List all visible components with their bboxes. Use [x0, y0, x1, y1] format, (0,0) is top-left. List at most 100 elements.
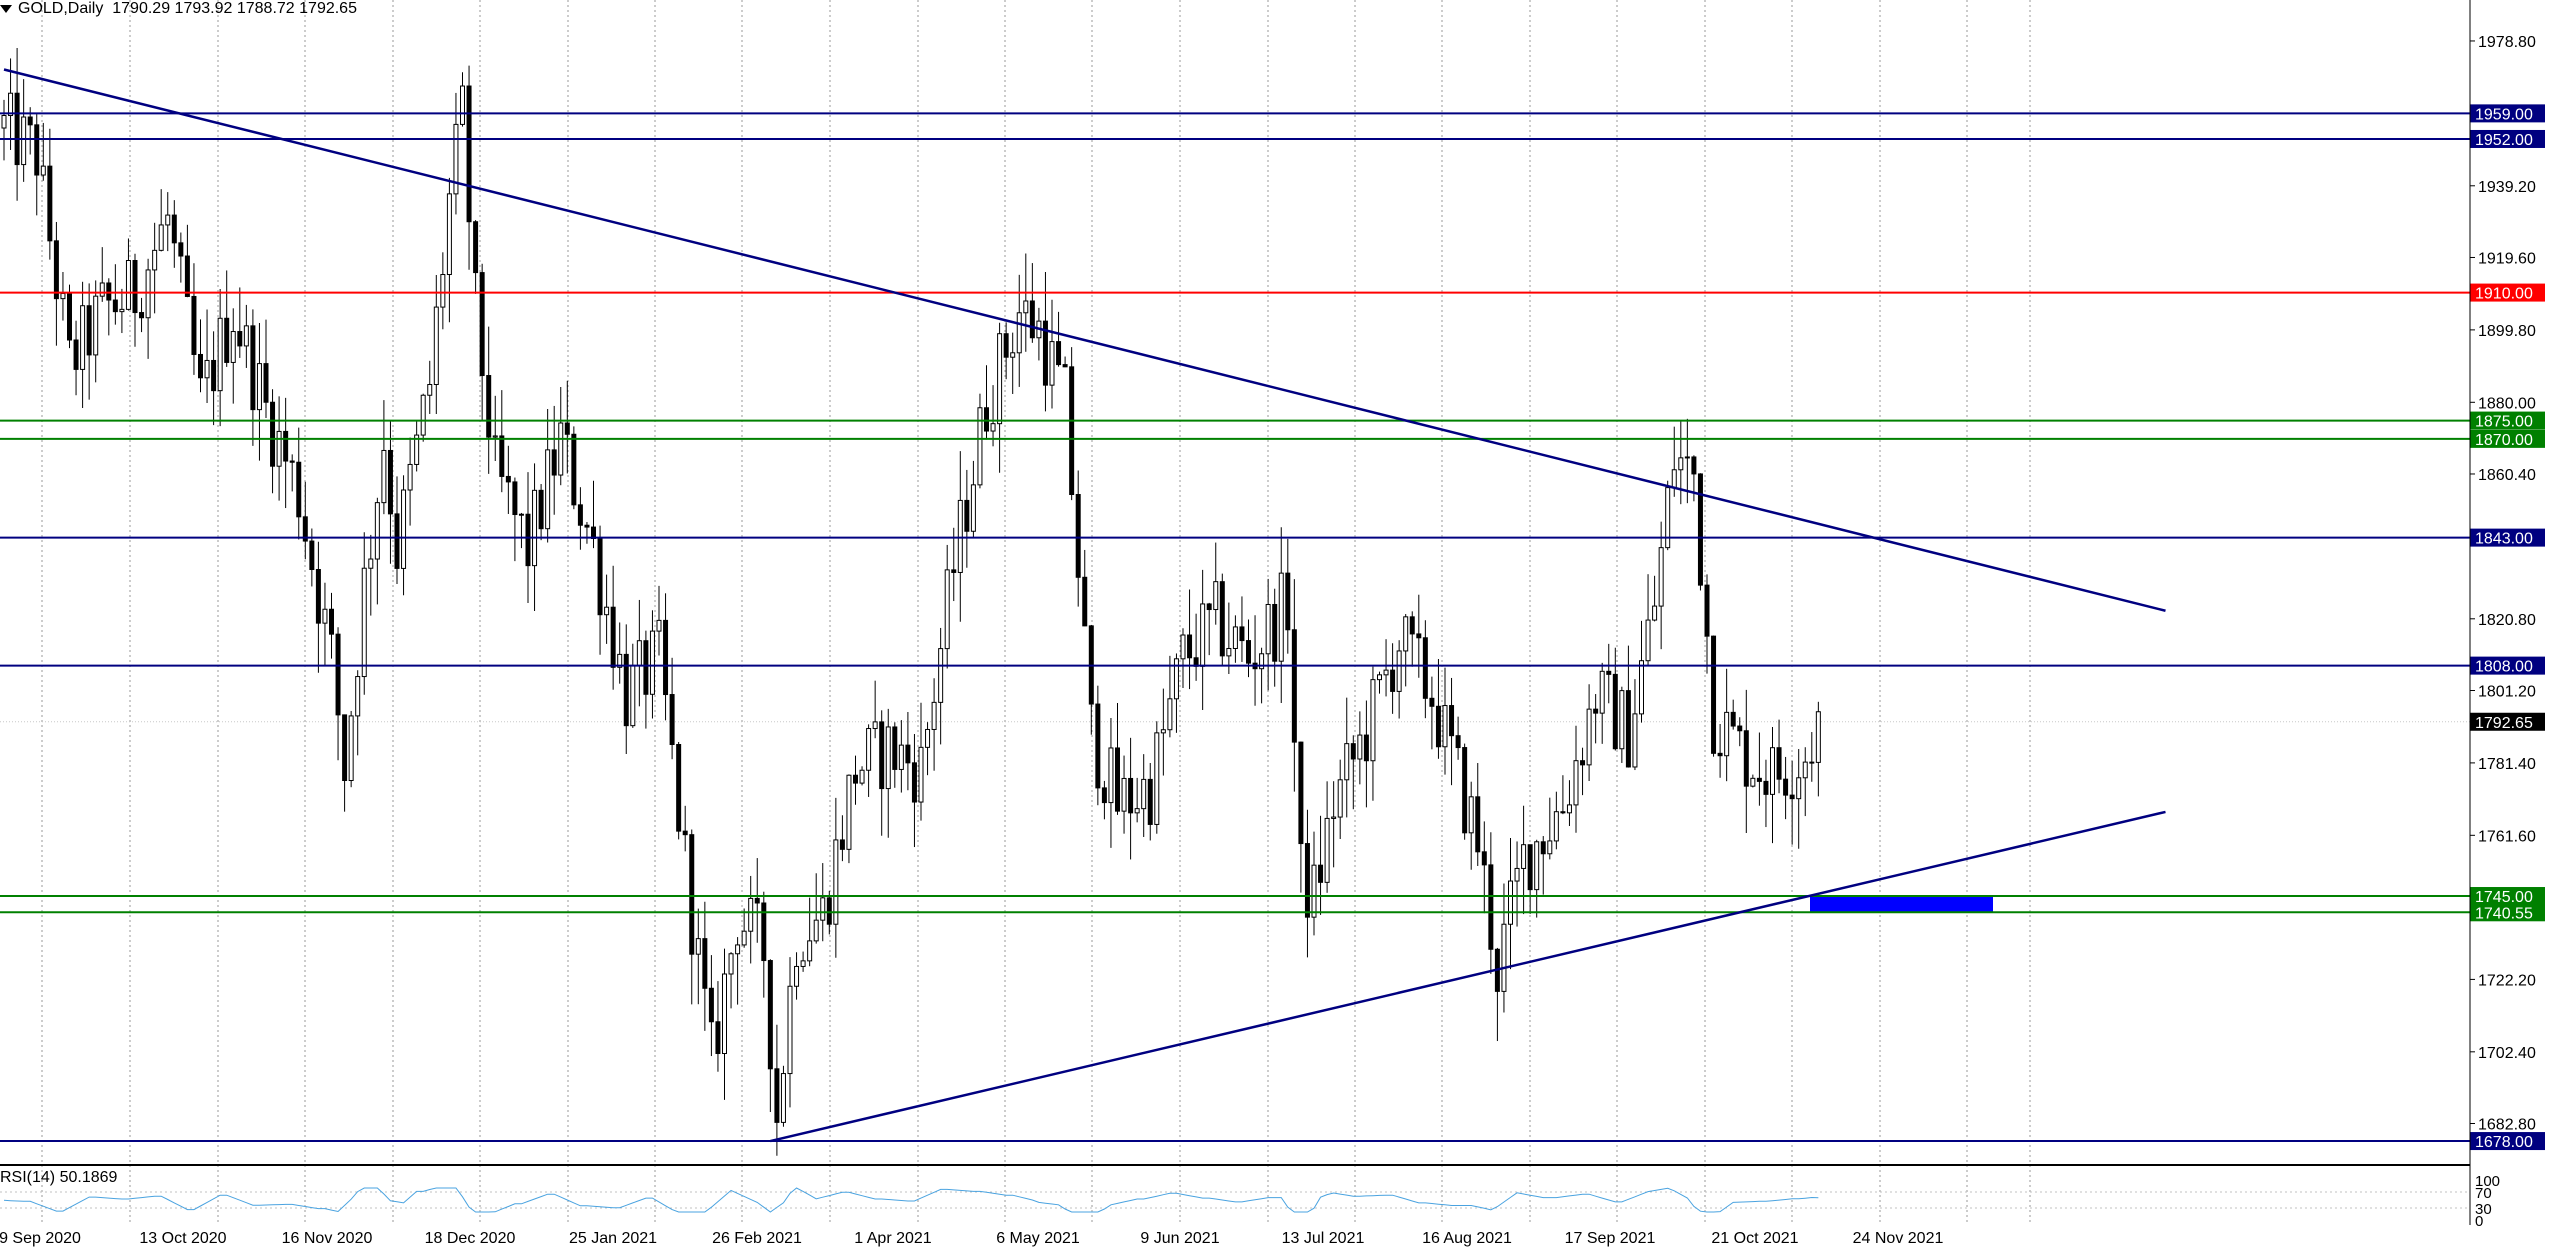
candle-body: [623, 653, 629, 727]
candles: [1, 48, 1821, 1156]
y-tick-label: 1860.40: [2478, 467, 2536, 484]
candle-body: [584, 524, 590, 528]
candle-body: [86, 305, 92, 356]
candle-body: [1, 115, 7, 129]
candle-body: [119, 308, 125, 313]
level-price-tag: [2470, 656, 2545, 675]
rsi-axis-label: 100: [2475, 1173, 2500, 1190]
candle-body: [1684, 456, 1690, 459]
x-tick-label: 13 Jul 2021: [1282, 1230, 1365, 1247]
candle-body: [741, 930, 747, 946]
candle-body: [1658, 547, 1664, 607]
candle-body: [256, 363, 262, 411]
candle-body: [1501, 923, 1507, 992]
candle-body: [1449, 705, 1455, 737]
candle-body: [473, 221, 479, 274]
trendline: [3, 68, 2166, 612]
candle-body: [892, 726, 898, 770]
horizontal-levels: [0, 112, 2470, 1143]
current-price-label: 1792.65: [2475, 715, 2533, 732]
candle-body: [1566, 804, 1572, 814]
level-price-label: 1959.00: [2475, 106, 2533, 123]
candle-body: [1010, 352, 1016, 358]
candle-body: [1435, 705, 1441, 748]
candle-body: [1612, 673, 1618, 750]
candle-body: [1547, 840, 1553, 855]
candle-body: [1069, 366, 1075, 496]
candle-body: [139, 312, 145, 319]
candle-body: [1763, 780, 1769, 795]
candle-body: [387, 449, 393, 515]
candle-body: [270, 401, 276, 467]
candle-body: [695, 938, 701, 955]
candle-body: [1665, 487, 1671, 549]
candle-body: [1029, 300, 1035, 339]
rsi-axis-label: 70: [2475, 1185, 2492, 1202]
candle-body: [112, 299, 118, 313]
candle-body: [1508, 880, 1513, 925]
candle-body: [1743, 730, 1749, 787]
candle-body: [1219, 581, 1225, 657]
dropdown-triangle-icon[interactable]: [0, 4, 12, 13]
candle-body: [1075, 494, 1081, 578]
candle-body: [21, 116, 27, 166]
candle-body: [1291, 629, 1297, 743]
rsi-axis-label: 0: [2475, 1213, 2483, 1230]
x-tick-label: 24 Nov 2021: [1853, 1230, 1944, 1247]
candle-body: [931, 701, 937, 730]
candle-body: [27, 116, 33, 126]
level-price-tag: [2470, 411, 2545, 430]
candle-body: [1232, 626, 1238, 649]
candle-body: [1462, 747, 1468, 834]
candle-body: [754, 897, 760, 904]
candle-body: [1593, 708, 1599, 714]
candle-body: [1691, 456, 1697, 475]
candle-body: [938, 648, 944, 703]
candle-body: [525, 513, 531, 567]
y-tick-label: 1682.80: [2478, 1117, 2536, 1134]
candle-body: [532, 489, 538, 567]
candle-body: [813, 919, 819, 942]
candle-body: [1141, 778, 1147, 810]
rsi-label: RSI(14) 50.1869: [0, 1169, 118, 1186]
candle-body: [1173, 658, 1179, 700]
y-tick-label: 1820.80: [2478, 612, 2536, 629]
candle-body: [1304, 843, 1310, 918]
candle-body: [60, 292, 66, 300]
candle-body: [1730, 711, 1736, 727]
candle-body: [1815, 711, 1821, 763]
candle-body: [1697, 473, 1703, 586]
candle-body: [853, 774, 858, 784]
candle-body: [34, 124, 40, 176]
candle-body: [1422, 637, 1428, 699]
candle-body: [977, 407, 983, 486]
candle-body: [800, 960, 806, 967]
candle-body: [1488, 864, 1494, 950]
y-tick-label: 1761.60: [2478, 828, 2536, 845]
trendlines: [3, 68, 2166, 1143]
candle-body: [551, 449, 557, 476]
level-price-tag: [2470, 283, 2545, 302]
candle-body: [322, 608, 328, 624]
candle-body: [1403, 616, 1409, 652]
level-price-tag: [2470, 903, 2545, 922]
candle-body: [1586, 708, 1592, 766]
x-tick-label: 6 May 2021: [996, 1230, 1080, 1247]
candle-body: [1599, 670, 1605, 714]
candle-body: [1540, 841, 1546, 855]
candle-body: [918, 746, 924, 803]
level-price-label: 1808.00: [2475, 659, 2533, 676]
candle-body: [1632, 713, 1638, 768]
candle-body: [1737, 725, 1743, 732]
level-price-label: 1870.00: [2475, 432, 2533, 449]
candle-body: [1481, 851, 1487, 866]
support-zone-rect: [1810, 896, 1993, 913]
candle-body: [440, 274, 446, 308]
candle-body: [184, 255, 190, 297]
level-price-label: 1843.00: [2475, 531, 2533, 548]
candle-body: [1101, 787, 1107, 804]
candle-body: [708, 987, 714, 1023]
trendline: [770, 810, 2166, 1143]
